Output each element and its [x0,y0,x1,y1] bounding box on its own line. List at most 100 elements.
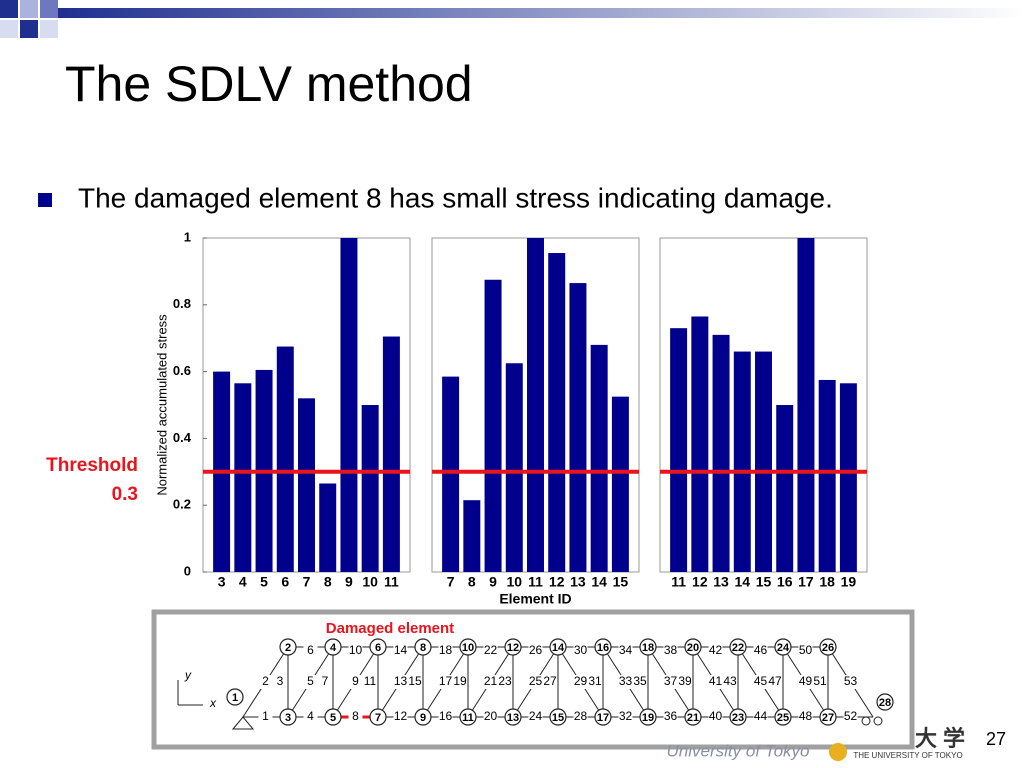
element-label-bg [303,675,318,689]
element-label: 11 [364,674,377,688]
node-label: 25 [777,712,789,724]
node-circle [684,638,702,656]
node-label: 20 [687,642,699,654]
node-label: 22 [732,642,744,654]
element-label: 46 [754,643,768,657]
node-circle [729,708,747,726]
element-label-bg [453,675,467,689]
support-pin [231,716,255,730]
x-tick-label: 8 [468,574,476,590]
element-label-bg [573,675,588,689]
node-circle [504,638,522,656]
element-label: 36 [664,709,678,723]
y-tick-label: 0.6 [173,363,191,378]
node-label: 7 [375,712,381,724]
element-label-bg [393,644,408,658]
element-label-bg [258,675,273,689]
x-tick-label: 11 [671,574,686,590]
bar [818,379,836,572]
node-label: 11 [462,712,474,724]
element-label: 16 [439,709,453,723]
page-number: 27 [986,729,1006,749]
node-label: 27 [822,712,834,724]
element-label-bg [543,675,557,689]
deco-square [20,0,38,18]
element-label-bg [438,675,453,689]
element-label: 25 [529,674,543,688]
node-label: 9 [420,712,426,724]
bar [548,253,566,572]
bar [755,351,772,572]
bar [590,344,608,572]
element-label-bg [528,644,543,658]
axis-y-label: y [184,668,192,682]
node-label: 10 [462,642,474,654]
element-label: 30 [574,643,588,657]
element-label-bg [663,675,678,689]
element-label: 51 [813,674,827,688]
y-tick-label: 0.8 [173,296,191,311]
element-label-bg [363,675,377,689]
element-label: 27 [543,674,557,688]
element-label: 53 [844,674,858,688]
x-tick-label: 7 [447,574,455,590]
y-tick-label: 0.4 [173,430,192,445]
y-tick-label: 1 [184,229,191,244]
node-label: 5 [330,712,336,724]
x-tick-label: 13 [713,574,729,590]
element-label: 26 [529,643,543,657]
element-label-bg [798,644,813,658]
footer-logo-text: University of Tokyo [667,741,810,760]
node-label: 14 [552,642,565,654]
slide-title: The SDLV method [65,56,473,112]
element-label-bg [663,644,678,658]
node-circle [414,708,432,726]
y-tick-label: 0 [184,563,191,578]
node-label: 3 [285,712,291,724]
element-label: 34 [619,643,633,657]
bar [776,405,794,572]
element-label-bg [573,710,588,724]
element-label-bg [618,710,633,724]
x-tick-label: 10 [506,574,522,590]
element-label: 9 [352,674,359,688]
element-label-bg [483,675,498,689]
bar [361,405,379,572]
element-label: 31 [588,674,602,688]
node-circle [226,688,244,706]
element-label-bg [438,644,453,658]
element-label-bg [348,710,363,724]
node-circle [819,708,837,726]
element-label: 14 [394,643,408,657]
element-label: 28 [574,709,588,723]
element-label-bg [723,675,737,689]
element-label: 17 [439,674,453,688]
bar [611,396,629,572]
node-circle [549,638,567,656]
node-label: 26 [822,642,834,654]
x-tick-label: 16 [777,574,793,590]
node-circle [369,638,387,656]
x-tick-label: 3 [218,574,226,590]
bullet-marker [38,193,52,207]
element-label-bg [708,675,723,689]
element-label-bg [393,675,408,689]
node-label: 17 [597,712,609,724]
element-label: 47 [768,674,782,688]
element-label: 35 [633,674,647,688]
bar [691,316,709,572]
deco-square [40,20,58,38]
node-circle [459,708,477,726]
element-label: 49 [799,674,813,688]
element-label: 23 [498,674,512,688]
x-tick-label: 14 [591,574,607,590]
x-tick-label: 6 [281,574,289,590]
element-label-bg [303,710,318,724]
bar [839,383,857,572]
node-circle [369,708,387,726]
element-label: 48 [799,709,813,723]
bar [276,346,294,572]
element-label-bg [303,644,318,658]
element-label-bg [393,710,408,724]
element-label-bg [618,675,633,689]
